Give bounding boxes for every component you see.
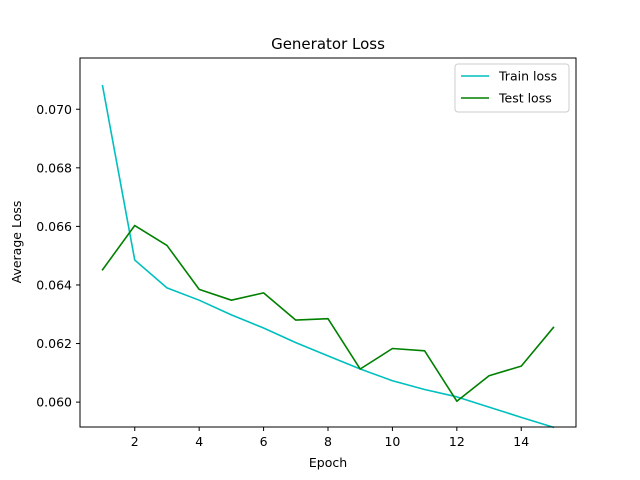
x-axis-ticks: 2 4 6 8 10 12 14 xyxy=(131,427,529,449)
x-tick-label: 8 xyxy=(324,434,332,449)
y-tick-label: 0.066 xyxy=(36,219,72,234)
y-tick-label: 0.062 xyxy=(36,336,72,351)
y-tick-label: 0.068 xyxy=(36,160,72,175)
y-axis-ticks: 0.060 0.062 0.064 0.066 0.068 0.070 xyxy=(36,102,80,410)
legend: Train loss Test loss xyxy=(454,63,570,113)
series-line-test-loss xyxy=(101,224,555,403)
x-tick-label: 12 xyxy=(449,434,465,449)
x-tick-label: 10 xyxy=(384,434,400,449)
x-tick-label: 4 xyxy=(195,434,203,449)
y-tick-label: 0.070 xyxy=(36,102,72,117)
y-tick-label: 0.064 xyxy=(36,277,72,292)
x-tick-label: 2 xyxy=(131,434,139,449)
x-tick-label: 6 xyxy=(260,434,268,449)
x-axis-label: Epoch xyxy=(309,455,347,470)
y-tick-label: 0.060 xyxy=(36,395,72,410)
chart-title: Generator Loss xyxy=(271,35,385,53)
legend-label-train: Train loss xyxy=(498,69,557,84)
series-layer xyxy=(101,84,555,429)
legend-label-test: Test loss xyxy=(498,91,552,106)
series-line-train-loss xyxy=(101,84,555,429)
x-tick-label: 14 xyxy=(513,434,529,449)
y-axis-label: Average Loss xyxy=(9,201,24,284)
